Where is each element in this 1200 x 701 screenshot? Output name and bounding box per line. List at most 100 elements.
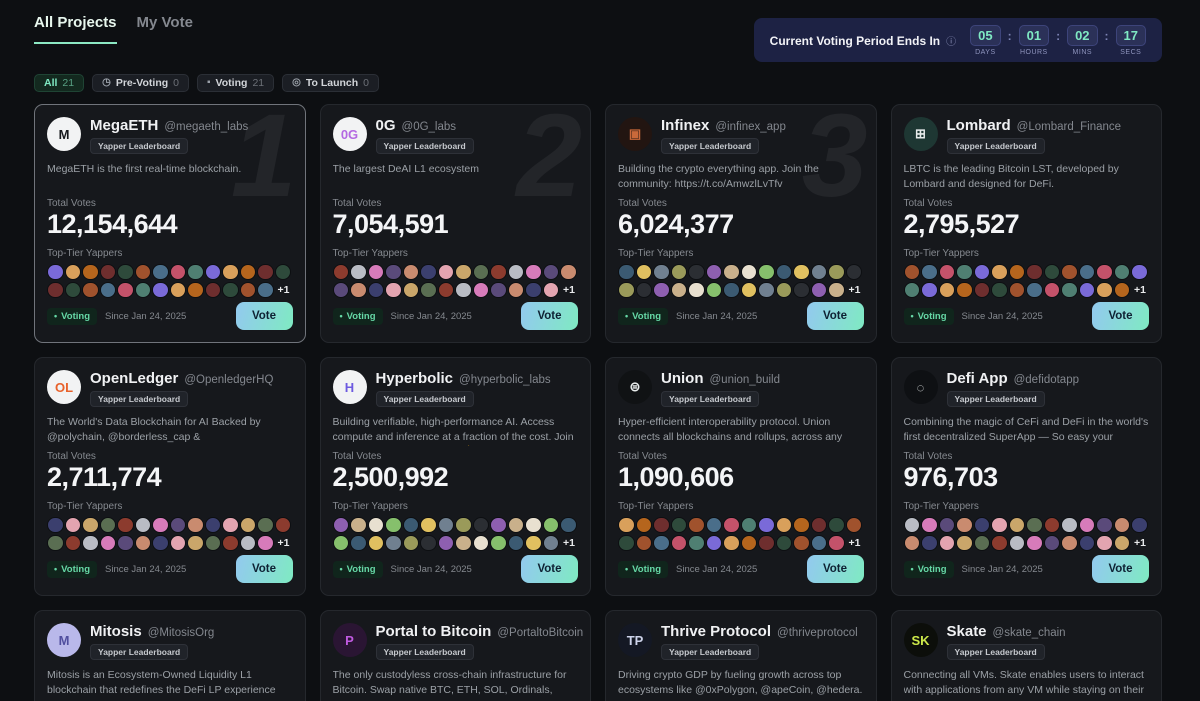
yapper-leaderboard-badge[interactable]: Yapper Leaderboard — [375, 391, 474, 407]
yapper-avatar — [350, 263, 367, 281]
yapper-avatar — [670, 281, 687, 299]
card-header: ⊜ Union @union_build Yapper Leaderboard — [618, 370, 864, 407]
yapper-avatar-row: +1 — [618, 281, 864, 299]
project-handle[interactable]: @0G_labs — [401, 121, 457, 133]
project-handle[interactable]: @OpenledgerHQ — [184, 374, 274, 386]
yapper-leaderboard-badge[interactable]: Yapper Leaderboard — [661, 138, 760, 154]
yapper-avatar — [1113, 516, 1130, 534]
project-handle[interactable]: @defidotapp — [1013, 374, 1079, 386]
yapper-avatar — [1008, 516, 1025, 534]
project-handle[interactable]: @hyperbolic_labs — [459, 374, 551, 386]
project-card[interactable]: OL OpenLedger @OpenledgerHQ Yapper Leade… — [34, 357, 306, 596]
yapper-leaderboard-badge[interactable]: Yapper Leaderboard — [375, 644, 474, 660]
yapper-leaderboard-badge[interactable]: Yapper Leaderboard — [946, 644, 1045, 660]
project-card[interactable]: SK Skate @skate_chain Yapper Leaderboard… — [890, 610, 1162, 701]
yapper-avatars: +1 — [903, 516, 1150, 552]
yapper-avatar — [420, 534, 437, 552]
yapper-avatar — [222, 263, 239, 281]
tab-all-projects[interactable]: All Projects — [34, 14, 117, 44]
card-header: OL OpenLedger @OpenledgerHQ Yapper Leade… — [47, 370, 293, 407]
yapper-avatar — [653, 263, 670, 281]
project-description: Mitosis is an Ecosystem-Owned Liquidity … — [47, 669, 276, 697]
yapper-avatar — [793, 263, 810, 281]
yapper-leaderboard-badge[interactable]: Yapper Leaderboard — [90, 644, 189, 660]
vote-button[interactable]: Vote — [1092, 302, 1149, 330]
total-votes-label: Total Votes — [332, 198, 382, 209]
vote-button[interactable]: Vote — [235, 555, 293, 583]
yapper-avatar — [47, 516, 64, 534]
yapper-avatar — [775, 281, 792, 299]
filter-chip-voting[interactable]: ▪ Voting 21 — [197, 74, 275, 92]
yapper-avatar — [402, 263, 419, 281]
yapper-leaderboard-badge[interactable]: Yapper Leaderboard — [375, 138, 474, 154]
vote-button[interactable]: Vote — [806, 302, 864, 330]
project-card[interactable]: ◌ Defi App @defidotapp Yapper Leaderboar… — [890, 357, 1162, 596]
filter-chip-all[interactable]: All 21 — [34, 74, 85, 92]
yapper-leaderboard-badge[interactable]: Yapper Leaderboard — [661, 644, 760, 660]
card-footer: • Voting Since Jan 24, 2025 Vote — [903, 555, 1149, 583]
card-header: M Mitosis @MitosisOrg Yapper Leaderboard — [47, 623, 293, 660]
project-logo: ⊜ — [618, 370, 652, 404]
tab-my-vote[interactable]: My Vote — [136, 14, 193, 31]
project-card[interactable]: 1 M MegaETH @megaeth_labs Yapper Leaderb… — [34, 104, 306, 343]
yapper-avatar — [810, 263, 827, 281]
yapper-leaderboard-badge[interactable]: Yapper Leaderboard — [90, 391, 189, 407]
project-card[interactable]: 3 ▣ Infinex @infinex_app Yapper Leaderbo… — [605, 104, 877, 343]
project-card[interactable]: M Mitosis @MitosisOrg Yapper Leaderboard… — [34, 610, 306, 701]
yapper-avatar — [1043, 516, 1060, 534]
info-icon[interactable]: ⓘ — [946, 37, 957, 48]
project-name: MegaETH — [90, 117, 159, 134]
yapper-avatar — [257, 534, 274, 552]
yapper-avatar — [688, 263, 705, 281]
yapper-avatar — [490, 281, 507, 299]
card-header: ◌ Defi App @defidotapp Yapper Leaderboar… — [903, 370, 1150, 407]
yapper-avatars: +1 — [47, 263, 293, 299]
yapper-avatar — [635, 263, 652, 281]
project-logo-glyph: 0G — [340, 126, 359, 142]
project-card[interactable]: ⊜ Union @union_build Yapper Leaderboard … — [605, 357, 877, 596]
project-handle[interactable]: @Lombard_Finance — [1016, 121, 1122, 133]
project-handle[interactable]: @skate_chain — [992, 627, 1066, 639]
yapper-avatar — [437, 534, 454, 552]
projects-grid: 1 M MegaETH @megaeth_labs Yapper Leaderb… — [34, 104, 1162, 701]
filter-chip-pre-voting[interactable]: ◷ Pre-Voting 0 — [92, 74, 189, 92]
yapper-avatar — [775, 263, 792, 281]
yapper-leaderboard-badge[interactable]: Yapper Leaderboard — [946, 391, 1045, 407]
yapper-avatar — [1131, 263, 1148, 281]
project-handle[interactable]: @MitosisOrg — [147, 627, 215, 639]
project-name: Infinex — [661, 117, 710, 134]
filter-chip-to-launch[interactable]: ◎ To Launch 0 — [282, 74, 380, 92]
yapper-avatar — [793, 281, 810, 299]
vote-button[interactable]: Vote — [521, 302, 578, 330]
project-handle[interactable]: @PortaltoBitcoin — [497, 627, 584, 639]
project-handle[interactable]: @union_build — [709, 374, 781, 386]
countdown-banner: Current Voting Period Ends In ⓘ 05 DAYS … — [753, 18, 1162, 62]
yapper-avatar — [1026, 281, 1043, 299]
project-handle[interactable]: @thriveprotocol — [777, 627, 858, 639]
project-handle[interactable]: @megaeth_labs — [164, 121, 249, 133]
project-card[interactable]: TP Thrive Protocol @thriveprotocol Yappe… — [605, 610, 877, 701]
project-card[interactable]: 2 0G 0G @0G_labs Yapper Leaderboard The … — [319, 104, 591, 343]
voting-status-badge: • Voting — [618, 560, 668, 578]
voting-since: Since Jan 24, 2025 — [961, 563, 1043, 575]
yapper-leaderboard-badge[interactable]: Yapper Leaderboard — [90, 138, 189, 154]
vote-button[interactable]: Vote — [235, 302, 293, 330]
vote-button[interactable]: Vote — [521, 555, 578, 583]
yapper-avatar-row — [618, 263, 864, 281]
yapper-avatar-row: +1 — [903, 534, 1150, 552]
yapper-leaderboard-badge[interactable]: Yapper Leaderboard — [661, 391, 760, 407]
card-header: ▣ Infinex @infinex_app Yapper Leaderboar… — [618, 117, 864, 154]
project-card[interactable]: H Hyperbolic @hyperbolic_labs Yapper Lea… — [319, 357, 591, 596]
vote-button[interactable]: Vote — [1092, 555, 1149, 583]
project-handle[interactable]: @infinex_app — [715, 121, 786, 133]
yapper-avatar — [490, 516, 507, 534]
yapper-avatar — [635, 534, 652, 552]
project-logo-glyph: ⊜ — [629, 379, 641, 394]
project-card[interactable]: P Portal to Bitcoin @PortaltoBitcoin Yap… — [319, 610, 591, 701]
voting-status-badge: • Voting — [903, 307, 954, 325]
yapper-avatar — [845, 516, 862, 534]
vote-button[interactable]: Vote — [806, 555, 864, 583]
yapper-avatar — [47, 281, 64, 299]
yapper-leaderboard-badge[interactable]: Yapper Leaderboard — [946, 138, 1045, 154]
project-card[interactable]: ⊞ Lombard @Lombard_Finance Yapper Leader… — [890, 104, 1162, 343]
